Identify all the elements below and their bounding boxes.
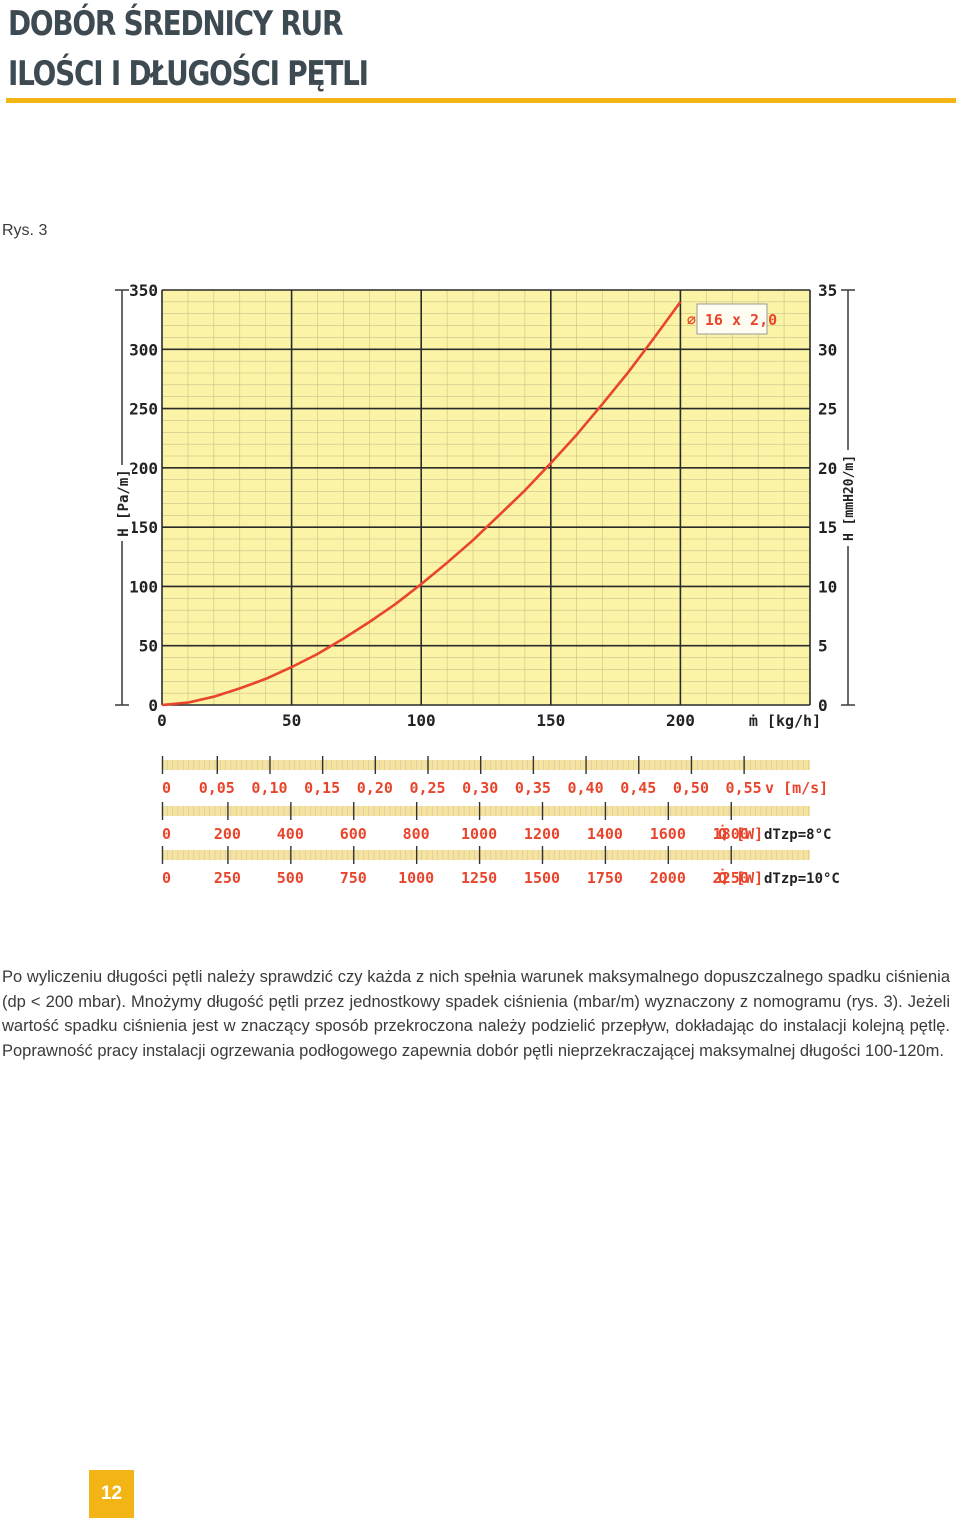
scale-tick-label: 800 — [403, 825, 430, 843]
x-tick-label: 0 — [157, 711, 167, 730]
scale-tick-label: 400 — [277, 825, 304, 843]
pipe-size-annotation: ⌀ 16 x 2,0 — [687, 311, 777, 329]
title-underline — [6, 98, 956, 103]
scale-tick-label: 0,15 — [304, 779, 340, 797]
y-tick-label: 200 — [129, 459, 158, 478]
y2-axis-label: H [mmH20/m] — [842, 455, 857, 541]
scale-tick-label: 0,30 — [462, 779, 498, 797]
scale-condition-label: dTzp=8°C — [764, 827, 831, 843]
scale-band — [162, 806, 810, 816]
scale-tick-label: 2000 — [650, 869, 686, 887]
y2-tick-label: 20 — [818, 459, 837, 478]
y-tick-label: 250 — [129, 400, 158, 419]
series-line-0 — [161, 301, 682, 707]
x-tick-label: 100 — [407, 711, 436, 730]
scale-unit-label: v [m/s] — [765, 779, 828, 797]
scale-tick-label: 0,35 — [515, 779, 551, 797]
y2-tick-label: 30 — [818, 340, 837, 359]
x-axis-label: ṁ [kg/h] — [749, 712, 821, 730]
figure-label: Rys. 3 — [2, 222, 48, 239]
scale-tick-label: 0,50 — [673, 779, 709, 797]
y2-label-backing — [838, 450, 858, 546]
y2-tick-label: 25 — [818, 400, 837, 419]
y-tick-label: 350 — [129, 281, 158, 300]
x-tick-label: 50 — [282, 711, 301, 730]
scale-tick-label: 0 — [162, 869, 171, 887]
page-number: 12 — [89, 1470, 134, 1518]
annotation-box — [696, 303, 768, 335]
y-axis-label: H [Pa/m] — [116, 469, 132, 536]
scale-tick-label: 2250 — [713, 869, 749, 887]
major-grid — [161, 289, 811, 706]
scale-tick-label: 0,05 — [199, 779, 235, 797]
scale-tick-label: 1000 — [461, 825, 497, 843]
scale-tick-label: 1500 — [524, 869, 560, 887]
plot-background — [162, 290, 810, 705]
scale-tick-label: 0,55 — [726, 779, 762, 797]
scale-tick-label: 0 — [162, 779, 171, 797]
scale-tick-label: 1400 — [587, 825, 623, 843]
scale-tick-label: 0,25 — [409, 779, 445, 797]
y2-tick-label: 0 — [818, 696, 828, 715]
scale-tick-label: 1800 — [713, 825, 749, 843]
y-label-backing — [112, 465, 132, 541]
scale-condition-label: dTzp=10°C — [764, 871, 840, 887]
scale-tick-label: 0,10 — [251, 779, 287, 797]
y2-tick-label: 5 — [818, 637, 828, 656]
scale-tick-label: 1000 — [398, 869, 434, 887]
x-tick-label: 150 — [536, 711, 565, 730]
scale-unit-label: Q̇ [W] — [718, 823, 763, 843]
scale-tick-label: 0,20 — [357, 779, 393, 797]
y2-tick-label: 15 — [818, 518, 837, 537]
scale-tick-label: 0 — [162, 825, 171, 843]
scale-tick-label: 1750 — [587, 869, 623, 887]
y-tick-label: 150 — [129, 518, 158, 537]
scale-tick-label: 0,40 — [568, 779, 604, 797]
scale-tick-label: 750 — [340, 869, 367, 887]
scale-tick-label: 1600 — [650, 825, 686, 843]
body-paragraph: Po wyliczeniu długości pętli należy spra… — [2, 968, 950, 1060]
scale-band — [162, 850, 810, 860]
scale-tick-label: 600 — [340, 825, 367, 843]
scale-tick-label: 200 — [214, 825, 241, 843]
scale-unit-label: Q̇ [W] — [718, 867, 763, 887]
y-tick-label: 300 — [129, 340, 158, 359]
scale-0: 0 0,05 0,10 0,15 0,20 0,25 0,30 0,35 0,40 0,45 0,5… — [161, 756, 828, 797]
y-tick-label: 0 — [148, 696, 158, 715]
x-tick-label: 200 — [666, 711, 695, 730]
y2-tick-label: 35 — [818, 281, 837, 300]
y-tick-label: 100 — [129, 577, 158, 596]
y-tick-label: 50 — [139, 637, 158, 656]
scale-band — [162, 760, 810, 770]
page-title-line-2: ILOŚCI I DŁUGOŚCI PĘTLI — [8, 54, 369, 94]
scale-tick-label: 500 — [277, 869, 304, 887]
scale-tick-label: 0,45 — [620, 779, 656, 797]
y2-tick-label: 10 — [818, 577, 837, 596]
scale-tick-label: 250 — [214, 869, 241, 887]
scale-tick-label: 1250 — [461, 869, 497, 887]
page-title-line-1: DOBÓR ŚREDNICY RUR — [8, 4, 343, 44]
scale-tick-label: 1200 — [524, 825, 560, 843]
